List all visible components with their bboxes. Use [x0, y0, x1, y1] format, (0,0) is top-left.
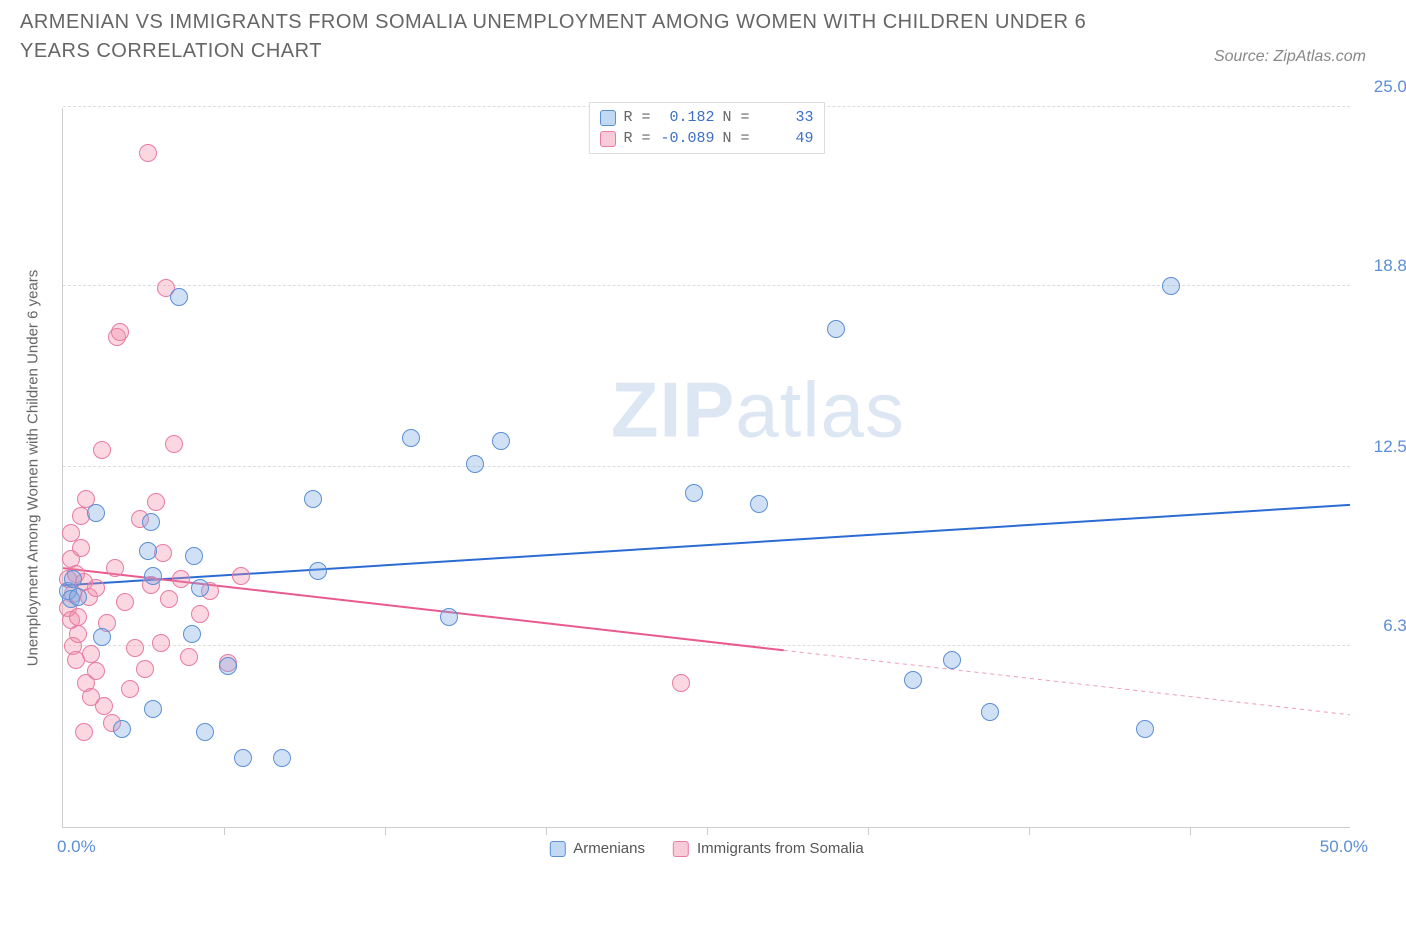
- data-point-somalia: [139, 144, 157, 162]
- data-point-somalia: [87, 579, 105, 597]
- data-point-armenians: [309, 562, 327, 580]
- swatch-armenians-icon: [549, 841, 565, 857]
- data-point-armenians: [219, 657, 237, 675]
- data-point-somalia: [111, 323, 129, 341]
- x-tick: [224, 827, 225, 835]
- data-point-armenians: [466, 455, 484, 473]
- legend-item-armenians: Armenians: [549, 840, 645, 857]
- legend-item-somalia: Immigrants from Somalia: [673, 840, 864, 857]
- data-point-armenians: [440, 608, 458, 626]
- data-point-armenians: [273, 749, 291, 767]
- data-point-somalia: [82, 645, 100, 663]
- data-point-somalia: [154, 544, 172, 562]
- watermark: ZIPatlas: [611, 364, 905, 455]
- trend-lines: [63, 108, 1350, 827]
- data-point-armenians: [113, 720, 131, 738]
- series-legend: Armenians Immigrants from Somalia: [549, 840, 863, 857]
- y-tick-label: 25.0%: [1362, 77, 1406, 97]
- swatch-somalia-icon: [673, 841, 689, 857]
- data-point-somalia: [136, 660, 154, 678]
- data-point-armenians: [827, 320, 845, 338]
- data-point-somalia: [147, 493, 165, 511]
- data-point-armenians: [93, 628, 111, 646]
- data-point-armenians: [139, 542, 157, 560]
- x-tick: [868, 827, 869, 835]
- data-point-armenians: [981, 703, 999, 721]
- data-point-somalia: [69, 625, 87, 643]
- data-point-armenians: [64, 570, 82, 588]
- x-axis-max: 50.0%: [1320, 837, 1368, 857]
- data-point-somalia: [172, 570, 190, 588]
- x-tick: [546, 827, 547, 835]
- data-point-armenians: [69, 588, 87, 606]
- y-axis-label: Unemployment Among Women with Children U…: [25, 269, 42, 666]
- data-point-armenians: [87, 504, 105, 522]
- trend-line-somalia-extrapolated: [784, 650, 1350, 715]
- x-axis-min: 0.0%: [57, 837, 96, 857]
- data-point-armenians: [144, 700, 162, 718]
- data-point-somalia: [75, 723, 93, 741]
- data-point-somalia: [69, 608, 87, 626]
- swatch-armenians-icon: [599, 110, 615, 126]
- stats-row-armenians: R = 0.182 N = 33: [599, 107, 813, 128]
- data-point-armenians: [402, 429, 420, 447]
- data-point-somalia: [95, 697, 113, 715]
- data-point-somalia: [152, 634, 170, 652]
- trend-line-armenians: [63, 505, 1350, 586]
- data-point-somalia: [87, 662, 105, 680]
- data-point-somalia: [116, 593, 134, 611]
- data-point-armenians: [196, 723, 214, 741]
- x-tick: [1190, 827, 1191, 835]
- data-point-armenians: [1162, 277, 1180, 295]
- data-point-somalia: [672, 674, 690, 692]
- gridline: [63, 285, 1350, 286]
- stats-row-somalia: R = -0.089 N = 49: [599, 128, 813, 149]
- data-point-somalia: [106, 559, 124, 577]
- x-tick: [1029, 827, 1030, 835]
- trend-line-somalia: [63, 568, 784, 650]
- x-tick: [707, 827, 708, 835]
- y-tick-label: 18.8%: [1362, 256, 1406, 276]
- scatter-plot: Unemployment Among Women with Children U…: [62, 108, 1350, 828]
- data-point-armenians: [943, 651, 961, 669]
- data-point-armenians: [750, 495, 768, 513]
- data-point-somalia: [180, 648, 198, 666]
- data-point-somalia: [191, 605, 209, 623]
- data-point-armenians: [185, 547, 203, 565]
- data-point-somalia: [121, 680, 139, 698]
- data-point-somalia: [232, 567, 250, 585]
- data-point-somalia: [72, 539, 90, 557]
- data-point-armenians: [304, 490, 322, 508]
- x-tick: [385, 827, 386, 835]
- source-label: Source: ZipAtlas.com: [1214, 48, 1366, 66]
- data-point-somalia: [93, 441, 111, 459]
- gridline: [63, 466, 1350, 467]
- data-point-somalia: [160, 590, 178, 608]
- data-point-somalia: [126, 639, 144, 657]
- y-tick-label: 12.5%: [1362, 437, 1406, 457]
- data-point-armenians: [685, 484, 703, 502]
- data-point-armenians: [144, 567, 162, 585]
- swatch-somalia-icon: [599, 131, 615, 147]
- data-point-armenians: [183, 625, 201, 643]
- data-point-armenians: [904, 671, 922, 689]
- chart-title: ARMENIAN VS IMMIGRANTS FROM SOMALIA UNEM…: [20, 8, 1146, 66]
- data-point-somalia: [165, 435, 183, 453]
- gridline: [63, 645, 1350, 646]
- stats-legend: R = 0.182 N = 33 R = -0.089 N = 49: [588, 102, 824, 154]
- data-point-armenians: [234, 749, 252, 767]
- y-tick-label: 6.3%: [1362, 616, 1406, 636]
- data-point-armenians: [170, 288, 188, 306]
- data-point-armenians: [492, 432, 510, 450]
- data-point-armenians: [191, 579, 209, 597]
- data-point-armenians: [142, 513, 160, 531]
- data-point-armenians: [1136, 720, 1154, 738]
